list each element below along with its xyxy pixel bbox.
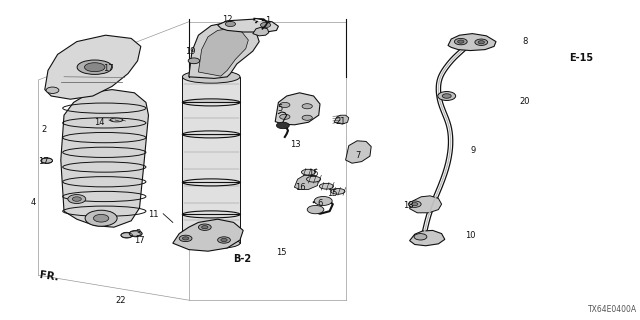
Text: E-15: E-15 (569, 52, 593, 63)
Text: 19: 19 (186, 47, 196, 56)
Polygon shape (346, 141, 371, 163)
Text: 17: 17 (134, 236, 145, 245)
Circle shape (93, 214, 109, 222)
Polygon shape (448, 34, 496, 51)
Ellipse shape (319, 183, 333, 189)
Circle shape (280, 102, 290, 108)
Circle shape (188, 58, 200, 64)
Circle shape (302, 104, 312, 109)
Circle shape (478, 41, 484, 44)
Polygon shape (198, 29, 248, 76)
Text: 6: 6 (317, 199, 323, 208)
Text: 16: 16 (296, 183, 306, 192)
Circle shape (182, 237, 189, 240)
Circle shape (225, 21, 236, 27)
Circle shape (458, 40, 464, 43)
Polygon shape (253, 27, 269, 36)
Circle shape (121, 232, 132, 238)
Circle shape (202, 226, 208, 229)
Ellipse shape (189, 59, 199, 63)
Circle shape (46, 87, 59, 93)
Ellipse shape (182, 237, 240, 249)
Circle shape (85, 210, 117, 226)
Polygon shape (45, 35, 141, 99)
Text: 15: 15 (328, 189, 338, 198)
Text: B-2: B-2 (233, 254, 251, 264)
Polygon shape (218, 19, 278, 32)
Text: 13: 13 (291, 140, 301, 149)
Polygon shape (173, 219, 243, 251)
Polygon shape (294, 175, 319, 189)
Ellipse shape (110, 118, 123, 122)
Polygon shape (182, 77, 240, 243)
Text: 22: 22 (115, 296, 125, 305)
Text: 11: 11 (148, 210, 159, 219)
Circle shape (218, 237, 230, 243)
Circle shape (280, 114, 290, 119)
Circle shape (260, 22, 271, 28)
Polygon shape (410, 196, 442, 213)
Circle shape (302, 115, 312, 120)
Circle shape (414, 234, 427, 240)
Text: 18: 18 (403, 201, 413, 210)
Ellipse shape (331, 188, 345, 194)
Text: FR.: FR. (38, 270, 59, 282)
Circle shape (412, 203, 418, 206)
Text: TX64E0400A: TX64E0400A (588, 305, 637, 314)
Text: 9: 9 (471, 146, 476, 155)
Circle shape (276, 122, 289, 129)
Text: 17: 17 (38, 157, 49, 166)
Text: 10: 10 (465, 231, 476, 240)
Circle shape (68, 195, 86, 204)
Text: 14: 14 (94, 118, 104, 127)
Circle shape (41, 158, 52, 164)
Text: 2: 2 (41, 125, 46, 134)
Text: 4: 4 (31, 198, 36, 207)
Polygon shape (189, 22, 259, 78)
Text: 15: 15 (308, 169, 319, 178)
Ellipse shape (182, 70, 240, 83)
Polygon shape (275, 93, 320, 125)
Text: 7: 7 (356, 151, 361, 160)
Circle shape (307, 205, 324, 214)
Ellipse shape (301, 169, 316, 175)
Text: 21: 21 (336, 117, 346, 126)
Polygon shape (61, 90, 148, 227)
Ellipse shape (307, 176, 321, 182)
Ellipse shape (77, 60, 113, 75)
Circle shape (314, 196, 332, 205)
Circle shape (198, 224, 211, 230)
Text: 3: 3 (135, 229, 140, 238)
Circle shape (475, 39, 488, 45)
Circle shape (179, 235, 192, 242)
Text: 12: 12 (222, 15, 232, 24)
Circle shape (72, 197, 81, 201)
Text: 8: 8 (522, 37, 527, 46)
Text: 20: 20 (520, 97, 530, 106)
Ellipse shape (84, 63, 105, 72)
Circle shape (454, 38, 467, 45)
Circle shape (408, 201, 421, 207)
Text: 5: 5 (278, 104, 283, 113)
Text: 15: 15 (276, 248, 287, 257)
Polygon shape (410, 230, 445, 246)
Text: 17: 17 (104, 64, 114, 73)
Circle shape (221, 238, 227, 242)
Polygon shape (334, 115, 349, 124)
Circle shape (129, 230, 142, 237)
Circle shape (438, 92, 456, 100)
Text: 1: 1 (265, 16, 270, 25)
Circle shape (442, 94, 451, 98)
